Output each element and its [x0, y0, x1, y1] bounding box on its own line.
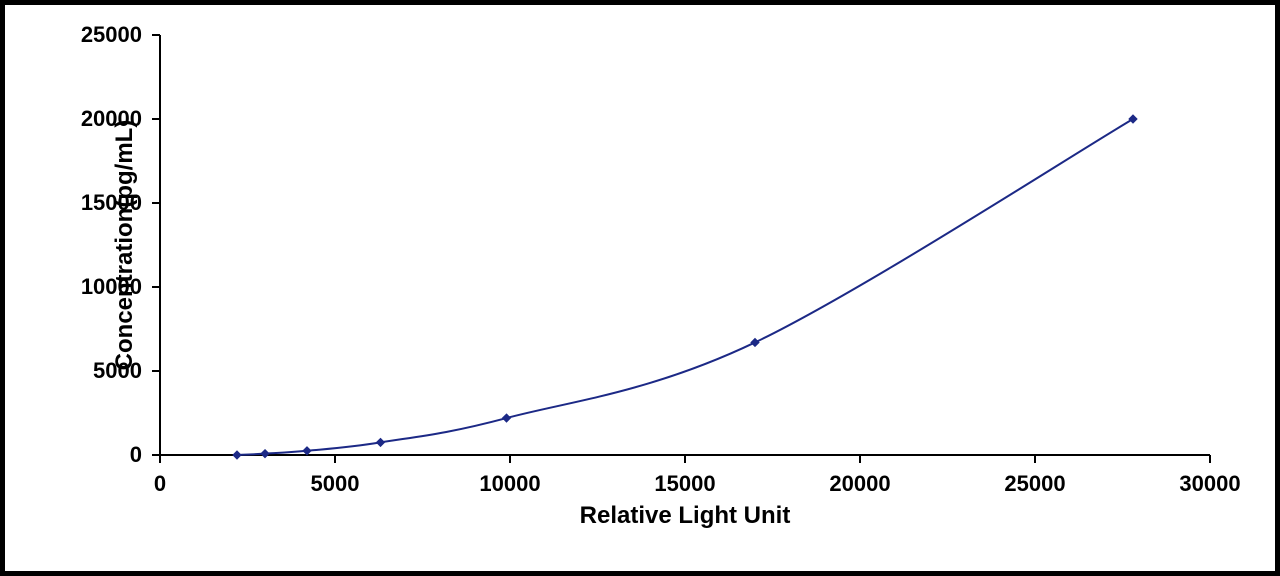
x-tick-label: 30000 — [1179, 471, 1240, 497]
y-tick-label: 20000 — [81, 106, 142, 132]
y-tick-label: 5000 — [93, 358, 142, 384]
y-tick-label: 0 — [130, 442, 142, 468]
y-tick-mark — [152, 34, 160, 36]
y-axis-label: Concentration(pg/mL) — [111, 120, 139, 371]
x-tick-label: 20000 — [829, 471, 890, 497]
y-tick-label: 25000 — [81, 22, 142, 48]
y-tick-label: 15000 — [81, 190, 142, 216]
x-tick-label: 0 — [154, 471, 166, 497]
x-tick-label: 15000 — [654, 471, 715, 497]
x-tick-mark — [509, 455, 511, 463]
chart-container: Concentration(pg/mL) Relative Light Unit… — [75, 25, 1255, 545]
x-tick-mark — [334, 455, 336, 463]
x-tick-mark — [159, 455, 161, 463]
plot-area: Concentration(pg/mL) Relative Light Unit… — [160, 35, 1210, 455]
x-tick-label: 25000 — [1004, 471, 1065, 497]
y-tick-label: 10000 — [81, 274, 142, 300]
chart-frame: Concentration(pg/mL) Relative Light Unit… — [0, 0, 1280, 576]
x-tick-label: 5000 — [311, 471, 360, 497]
x-tick-label: 10000 — [479, 471, 540, 497]
y-tick-mark — [152, 202, 160, 204]
x-tick-mark — [1034, 455, 1036, 463]
x-tick-mark — [1209, 455, 1211, 463]
x-tick-mark — [684, 455, 686, 463]
y-tick-mark — [152, 118, 160, 120]
plot-svg — [160, 35, 1210, 455]
y-tick-mark — [152, 370, 160, 372]
x-axis-label: Relative Light Unit — [580, 502, 791, 530]
x-tick-mark — [859, 455, 861, 463]
y-tick-mark — [152, 286, 160, 288]
